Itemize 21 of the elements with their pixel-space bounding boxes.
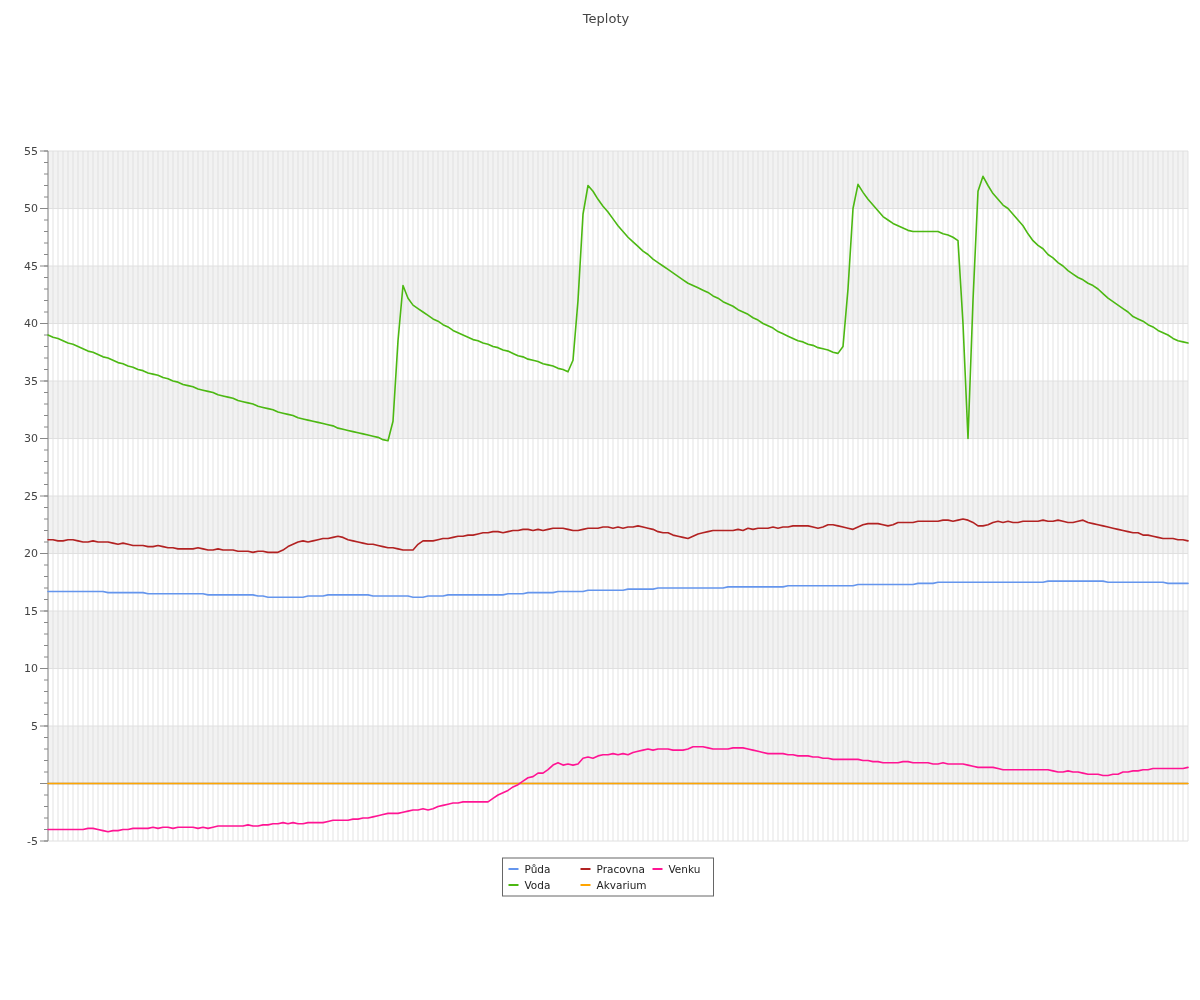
legend-label: Venku	[668, 862, 701, 875]
y-tick-label: 35	[24, 374, 38, 388]
legend-label: Voda	[524, 878, 551, 891]
y-tick-label: 20	[24, 547, 38, 561]
y-tick-label: 30	[24, 432, 38, 446]
legend-label: Pracovna	[596, 862, 645, 875]
y-tick-label: 25	[24, 489, 38, 503]
y-tick-label: 40	[24, 317, 38, 331]
line-series	[47, 518, 1189, 554]
y-tick-label: 15	[24, 604, 38, 618]
y-tick-label: 5	[31, 719, 38, 733]
chart-title: Teploty	[581, 11, 630, 26]
legend-label: Akvarium	[596, 878, 647, 891]
y-tick-label: 45	[24, 259, 38, 273]
y-tick-label: 10	[24, 662, 38, 676]
line-series	[47, 175, 1189, 442]
y-tick-label: 50	[24, 202, 38, 216]
legend-label: Půda	[524, 862, 551, 875]
y-tick-label: -5	[27, 834, 38, 848]
y-tick-label: 55	[24, 144, 38, 158]
line-series	[47, 580, 1189, 598]
